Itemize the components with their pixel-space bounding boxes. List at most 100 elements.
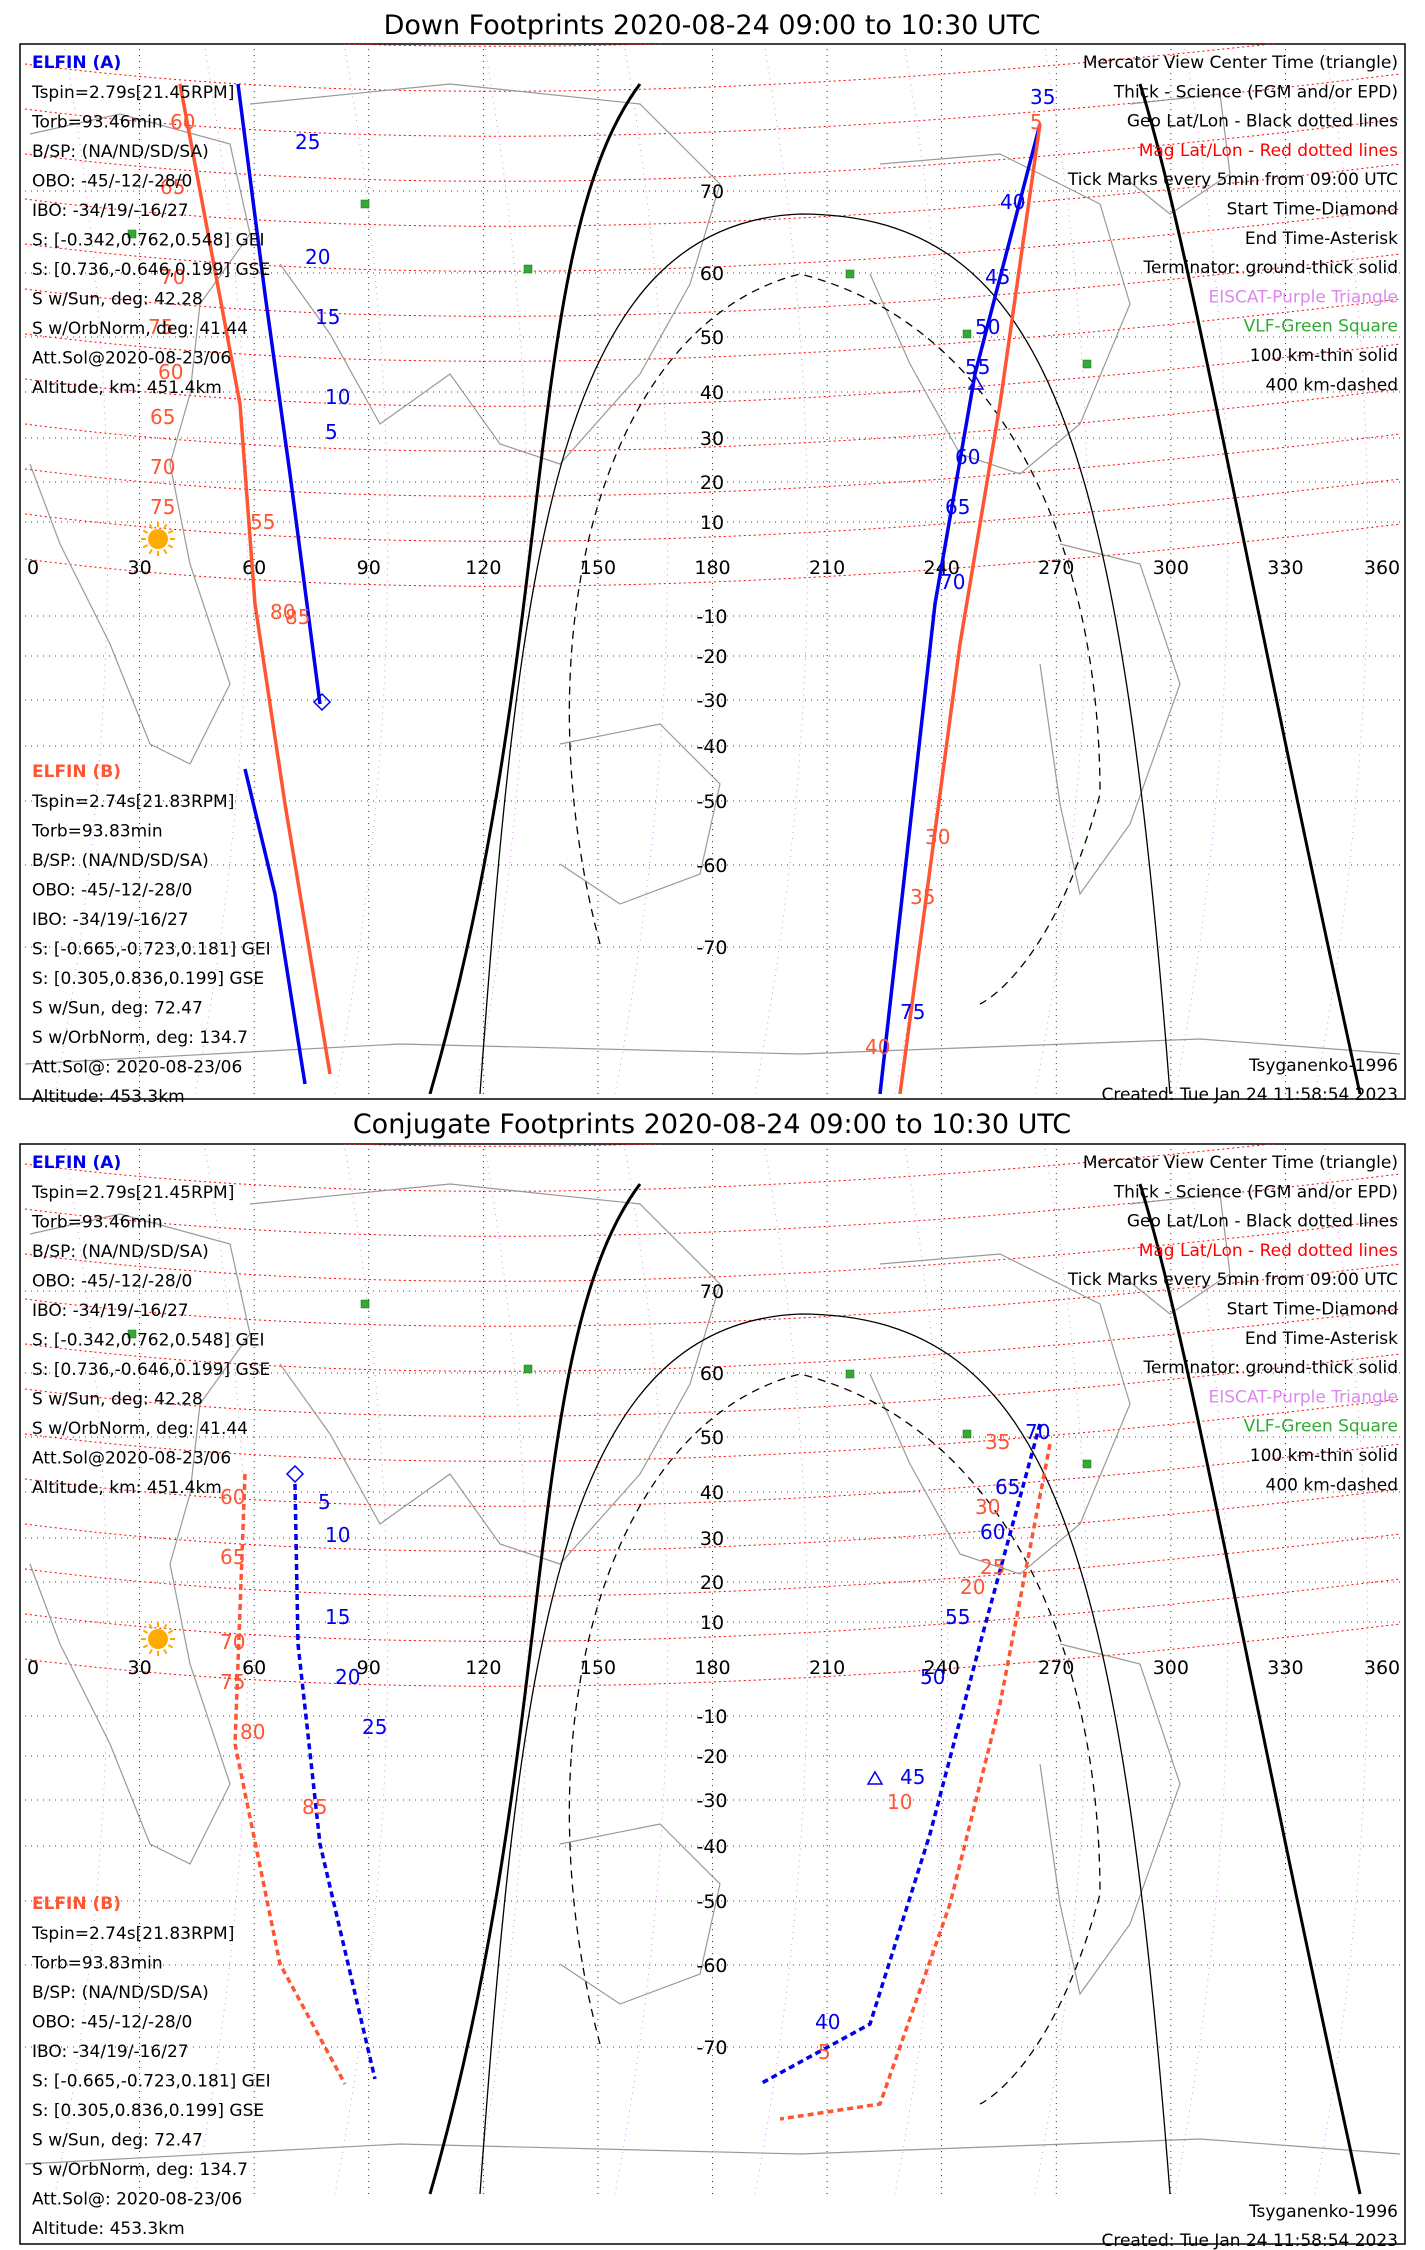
lat-tick-label: -50 [696,791,727,813]
track-tick-label: 70 [940,570,965,594]
elfin-b-heading: ELFIN (B) [32,762,121,782]
legend-entry: Thick - Science (FGM and/or EPD) [1113,82,1398,102]
track-tick-label: 80 [270,600,295,624]
model-label: Tsyganenko-1996 [1248,2202,1398,2222]
track-tick-label: 60 [220,1485,245,1509]
track-tick-label: 65 [945,495,970,519]
lat-tick-label: 50 [700,1427,724,1449]
lat-tick-label: -60 [696,855,727,877]
track-tick-labels: 5101520254045505560657060657075808551020… [220,1420,1050,2064]
lat-tick-label: -10 [696,606,727,628]
lon-tick-label: 60 [242,1657,266,1679]
sun-ray [142,1644,149,1649]
elfin-tracks [178,83,1042,1094]
vlf-station-marker [962,329,972,339]
sun-disc [148,529,168,549]
elfin-b-info-line: Att.Sol@: 2020-08-23/06 [32,2190,242,2210]
coastline [1039,1643,1181,1996]
lat-tick-label: -20 [696,646,727,668]
elfin-b-info-line: S w/Sun, deg: 72.47 [32,999,203,1019]
legend-entry: End Time-Asterisk [1245,229,1398,249]
track-tick-label: 10 [325,385,350,409]
elfin-b-heading: ELFIN (B) [32,1894,121,1914]
legend-entry: Mercator View Center Time (triangle) [1083,53,1398,73]
elfin-a-info-line: S: [0.736,-0.646,0.199] GSE [32,260,270,280]
track-tick-label: 10 [887,1790,912,1814]
lat-tick-label: -70 [696,2037,727,2059]
legend-entry: Terminator: ground-thick solid [1142,258,1398,278]
elfin-a-info-line: Att.Sol@2020-08-23/06 [32,1449,231,1469]
lat-tick-label: 30 [700,428,724,450]
track-tick-label: 35 [1030,85,1055,109]
geo-grid [25,1149,1400,2194]
lat-tick-label: -10 [696,1706,727,1728]
vlf-station-marker [1082,359,1092,369]
legend-entry: 400 km-dashed [1266,375,1398,395]
elfin-b-track [898,123,1042,1094]
vlf-station-marker [360,1299,370,1309]
legend-entry: VLF-Green Square [1244,317,1398,337]
lat-tick-label: 60 [700,263,724,285]
elfin-a-info-line: S w/Sun, deg: 42.28 [32,290,203,310]
vlf-station-marker [127,1329,137,1339]
track-tick-label: 20 [305,245,330,269]
elfin-b-track [178,83,332,1075]
elfin-a-info-line: OBO: -45/-12/-28/0 [32,1272,192,1292]
lat-tick-label: 40 [700,382,724,404]
elfin-a-info-line: S: [0.736,-0.646,0.199] GSE [32,1360,270,1380]
vlf-station-marker [962,1429,972,1439]
vlf-station-marker [360,199,370,209]
down-footprints-panel: Down Footprints 2020-08-24 09:00 to 10:3… [19,10,1406,1107]
terminator-curves [428,83,1362,1094]
legend-entry: Start Time-Diamond [1227,1300,1398,1320]
panel-title: Down Footprints 2020-08-24 09:00 to 10:3… [384,10,1041,41]
vlf-station-marker [523,1364,533,1374]
elfin-tracks [233,1423,1052,2121]
lon-tick-label: 330 [1267,557,1303,579]
lon-tick-label: 300 [1153,1657,1189,1679]
track-tick-label: 70 [150,455,175,479]
elfin-b-info-line: Altitude: 453.3km [32,1087,185,1107]
legend-entry: Mag Lat/Lon - Red dotted lines [1139,141,1398,161]
sun-icon [141,1622,175,1656]
vlf-station-marker [845,269,855,279]
lat-tick-label: 70 [700,181,724,203]
coastline [1119,1193,1231,1315]
track-tick-label: 25 [980,1555,1005,1579]
legend-entry: Geo Lat/Lon - Black dotted lines [1127,1212,1398,1232]
elfin-b-info-line: S: [0.305,0.836,0.199] GSE [32,2101,264,2121]
track-tick-label: 35 [985,1430,1010,1454]
elfin-b-info-line: S: [-0.665,-0.723,0.181] GEI [32,940,271,960]
track-tick-label: 40 [815,2010,840,2034]
legend-entry: 400 km-dashed [1266,1475,1398,1495]
sun-icon [141,522,175,556]
track-tick-label: 55 [965,355,990,379]
elfin-a-info-line: S w/OrbNorm, deg: 41.44 [32,1419,248,1439]
elfin-b-info-line: B/SP: (NA/ND/SD/SA) [32,1983,209,2003]
elfin-a-info-line: S w/OrbNorm, deg: 41.44 [32,319,248,339]
coastline [869,1253,1131,1575]
sun-ray [163,1623,168,1630]
track-tick-label: 70 [160,265,185,289]
elfin-b-info-line: S w/OrbNorm, deg: 134.7 [32,2160,248,2180]
lat-tick-label: -70 [696,937,727,959]
coastline [559,1823,721,2005]
elfin-b-info-line: OBO: -45/-12/-28/0 [32,881,192,901]
elfin-info: ELFIN (A) Tspin=2.79s[21.45RPM] Torb=93.46… [31,1153,271,2239]
terminator-100km [479,1313,1171,2195]
lon-tick-label: 360 [1364,1657,1400,1679]
lon-tick-label: 90 [357,1657,381,1679]
legend-entry: 100 km-thin solid [1250,346,1398,366]
lat-tick-label: 10 [700,1612,724,1634]
elfin-a-info-line: S: [-0.342,0.762,0.548] GEI [32,231,264,251]
elfin-a-info-line: IBO: -34/19/-16/27 [32,1301,189,1321]
track-tick-label: 45 [985,265,1010,289]
track-tick-label: 65 [150,405,175,429]
legend: Mercator View Center Time (triangle) Thic… [1067,53,1398,395]
legend-entry: EISCAT-Purple Triangle [1208,287,1398,307]
elfin-a-info-line: B/SP: (NA/ND/SD/SA) [32,1242,209,1262]
lat-tick-label: -40 [696,736,727,758]
track-tick-label: 65 [160,175,185,199]
elfin-a-heading: ELFIN (A) [32,53,121,73]
track-tick-label: 35 [910,885,935,909]
